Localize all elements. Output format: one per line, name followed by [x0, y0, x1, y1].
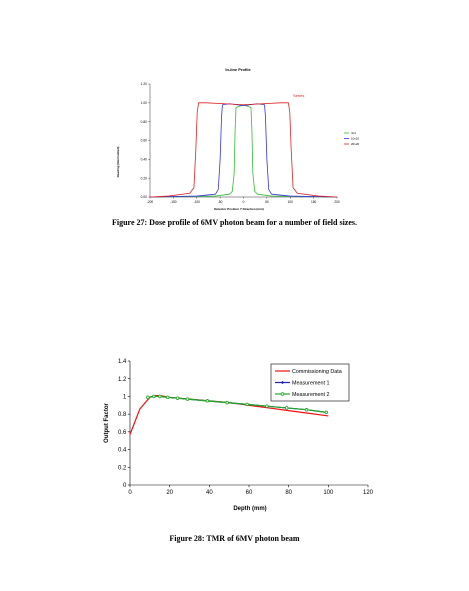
figure-28-caption: Figure 28: TMR of 6MV photon beam	[169, 534, 300, 543]
x-tick-label: 50	[265, 200, 269, 204]
y-tick-label: 0	[123, 483, 127, 489]
y-tick-label: 1.20	[141, 82, 147, 86]
figure-27-caption: Figure 27: Dose profile of 6MV photon be…	[111, 218, 358, 227]
y-tick-label: 1.2	[118, 377, 127, 383]
tmr-chart: Output Factor Depth (mm) 0 0.2 0.4 0.6 0.8 1 1…	[104, 359, 374, 512]
y-tick-label: 1.00	[141, 101, 147, 105]
x-tick-label: 120	[363, 490, 374, 496]
data-point	[284, 406, 289, 410]
series-line-1	[149, 104, 338, 198]
data-point	[205, 399, 210, 403]
y-tick-label: 0.4	[118, 448, 127, 454]
series-line-2	[149, 103, 338, 198]
data-point	[304, 408, 309, 412]
data-point	[146, 395, 150, 400]
x-tick-label: 0	[128, 490, 132, 496]
y-tick-label: 0.2	[118, 465, 127, 471]
y-tick-label: 0.80	[141, 120, 147, 124]
series-line-3	[149, 102, 338, 198]
legend-label: 20x20	[351, 142, 360, 146]
data-point	[175, 396, 180, 400]
x-tick-label: 100	[323, 490, 334, 496]
legend-marker	[280, 380, 285, 385]
data-point	[185, 397, 190, 401]
y-tick-label: 0.20	[141, 176, 147, 180]
x-tick-label: 40	[206, 490, 213, 496]
x-tick-label: -100	[194, 200, 201, 204]
y-tick-label: 0.60	[141, 139, 147, 143]
x-tick-label: -200	[147, 200, 154, 204]
x-axis-label: Detector Position Y Direction (mm)	[214, 207, 264, 211]
x-tick-label: 80	[285, 490, 292, 496]
y-tick-label: 0.00	[141, 195, 147, 199]
legend-label: 10x10	[351, 137, 360, 141]
legend-label: 4x4	[351, 131, 356, 135]
x-tick-label: 60	[246, 490, 253, 496]
data-point	[165, 395, 170, 400]
chart-title: In-line Profile	[225, 67, 251, 72]
data-point	[158, 394, 162, 399]
y-tick-label: 0.6	[118, 430, 127, 436]
x-tick-label: 20	[166, 490, 173, 496]
legend-label: Measurement 1	[292, 380, 329, 386]
x-tick-label: 0	[243, 200, 245, 204]
series-line-1	[129, 394, 329, 435]
y-tick-label: 0.8	[118, 412, 127, 418]
x-axis-label: Depth (mm)	[233, 506, 266, 512]
data-point	[324, 410, 329, 415]
x-tick-label: 100	[288, 200, 294, 204]
y-tick-label: 1	[123, 395, 127, 401]
legend-label: Measurement 2	[292, 392, 329, 398]
x-tick-label: -50	[218, 200, 223, 204]
legend-marker	[280, 392, 285, 396]
x-tick-label: 150	[311, 200, 317, 204]
y-axis-label: Reading (Normalized)	[116, 147, 120, 178]
data-point	[225, 400, 229, 405]
legend-label: Commissioning Data	[292, 369, 342, 375]
y-axis-label: Output Factor	[104, 403, 110, 443]
dose-profile-chart: In-line Profile Reading (Normalized) Det…	[116, 67, 360, 211]
y-tick-label: 0.40	[141, 157, 147, 161]
x-tick-label: 200	[334, 200, 340, 204]
data-point	[265, 404, 269, 408]
y-tick-label: 1.4	[118, 359, 127, 365]
x-tick-label: -150	[170, 200, 177, 204]
data-point	[245, 402, 249, 407]
data-point	[152, 394, 156, 399]
series-annotation: Series	[293, 93, 304, 98]
